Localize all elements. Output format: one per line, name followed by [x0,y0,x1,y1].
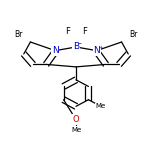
Text: Me: Me [96,103,106,109]
Text: F: F [65,27,70,36]
Text: N: N [52,46,59,55]
Text: O: O [73,115,79,124]
Text: Br: Br [15,30,23,39]
Text: Br: Br [129,30,137,39]
Text: B: B [73,43,79,52]
Text: Me: Me [71,127,81,133]
Text: N: N [93,46,100,55]
Text: +: + [98,45,102,50]
Text: −: − [78,41,82,46]
Text: F: F [82,27,87,36]
